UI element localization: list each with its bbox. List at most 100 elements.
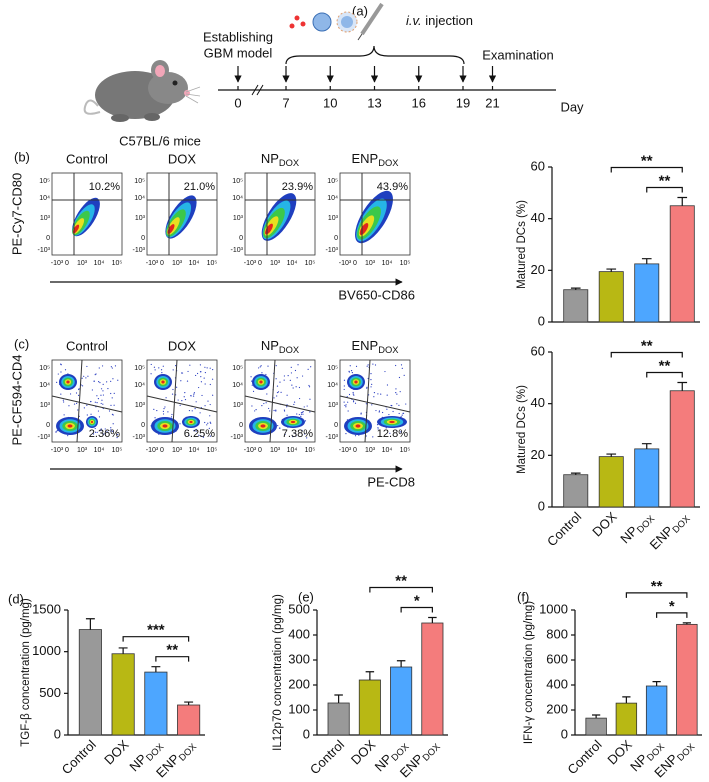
event [73,403,76,405]
event [209,415,211,417]
event [345,406,347,408]
gate [171,359,178,443]
x-tick-label: -10³ [51,260,64,267]
density [290,420,296,424]
bar-chart: (e) IL12p70 concentration (pg/mg) 0 100 200 3… [272,572,448,781]
event [372,436,374,438]
event [201,394,203,397]
event [287,375,289,377]
event [100,402,102,405]
density [161,380,165,384]
x-tick-label: 10³ [172,447,183,454]
gate [339,395,411,413]
y-tick-label: 10³ [233,402,244,409]
event [113,392,115,394]
event [352,393,354,395]
density [355,424,361,428]
examination-label: Examination [482,47,554,62]
x-tick-label: -10³ [339,447,352,454]
event [112,378,114,380]
event [343,401,345,403]
model-text: Establishing [203,29,273,44]
event [103,433,105,435]
event [183,396,185,398]
gate [244,395,316,413]
x-tick-label: DOX [589,509,620,540]
event [301,429,303,432]
significance-bracket [625,592,688,598]
y-tick-label: 10⁴ [327,195,338,202]
x-tick-label: 0 [65,260,69,267]
mouse-icon [83,60,201,122]
event [370,379,372,381]
x-tick-label: 10⁴ [94,260,105,267]
event [304,420,307,422]
event [277,391,280,393]
day-label: 21 [485,95,499,110]
event [209,421,211,423]
event [96,431,98,434]
y-tick-label: 400 [546,676,568,691]
bar [645,685,668,736]
y-axis-label: TGF-β concentration (pg/mg) [20,598,32,747]
density [354,380,358,384]
event [172,388,174,391]
y-tick-label: 0 [46,235,50,242]
event [308,386,311,388]
error-bar [652,681,661,686]
significance-bracket [369,586,433,593]
bar [563,474,589,508]
event [286,394,288,396]
event [307,368,309,370]
event [97,410,100,412]
significance-bracket [155,656,190,662]
event [266,393,268,395]
y-tick-label: 20 [531,447,545,462]
event [106,381,108,383]
percent: 12.8% [377,428,408,440]
event [398,404,400,406]
plot-title: ENPDOX [352,338,400,355]
y-tick-label: 10³ [233,215,244,222]
event [203,377,205,379]
event [380,393,382,395]
event [81,377,83,379]
x-tick-label: ENPDOX [647,508,693,554]
event [187,370,189,373]
y-tick-label: -10³ [231,247,244,254]
x-tick-label: 0 [353,447,357,454]
event [110,380,112,383]
event [110,404,112,406]
day-label: 19 [456,95,470,110]
y-tick-label: 0 [141,235,145,242]
x-tick-label: 10⁴ [287,447,298,454]
y-tick-label: 40 [531,210,545,225]
event [110,427,112,429]
bar [669,205,695,323]
event [198,386,200,389]
bar [634,263,660,323]
event [384,370,386,373]
y-tick-label: 200 [288,676,310,691]
event [98,381,100,383]
event [86,404,88,406]
y-tick-label: 10³ [40,215,51,222]
bar-chart: (f)IFN-γ concentration (pg/mg) 0 200 400 600… [517,578,702,781]
y-axis-label: PE-CF594-CD4 [9,354,24,445]
y-tick-label: 0 [239,422,243,429]
y-tick-label: 10³ [40,402,51,409]
event [200,381,202,383]
y-tick-label: 10⁵ [327,365,338,372]
event [366,387,368,389]
x-tick-label: 10³ [365,447,376,454]
gate [51,395,123,413]
event [395,388,397,390]
event [343,379,346,381]
event [107,387,109,390]
x-tick-label: 10⁵ [112,260,123,267]
y-tick-label: 10⁴ [134,382,145,389]
